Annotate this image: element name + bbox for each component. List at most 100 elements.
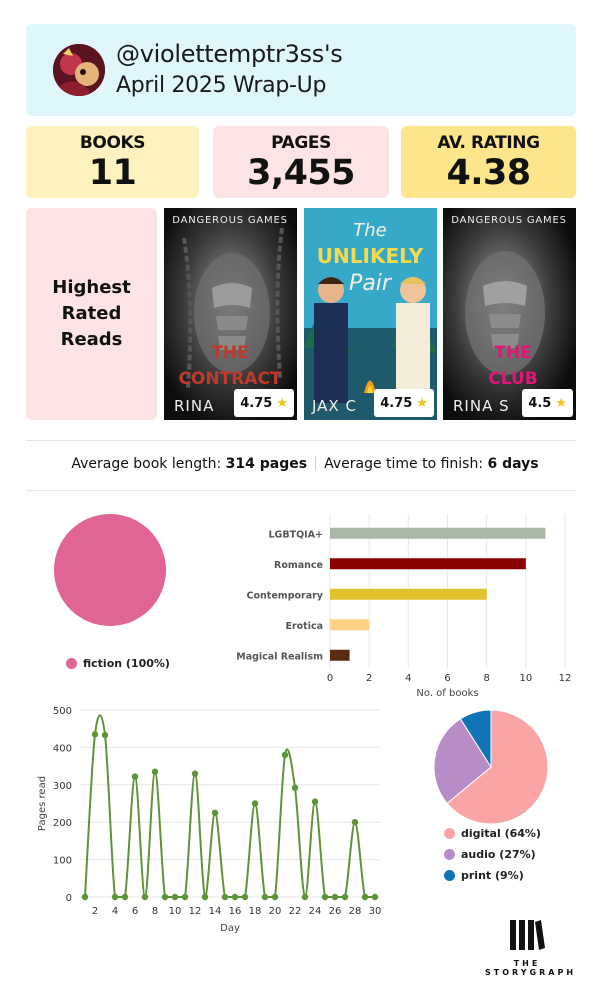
storygraph-logo-icon	[510, 920, 545, 950]
book-cover-3[interactable]: DANGEROUS GAMES THE CLUB RINA S 4.5 ★	[443, 208, 576, 420]
book-cover-2[interactable]: The UNLIKELY Pair JAX C 4.75 ★	[304, 208, 437, 420]
bar-lgbtqia-	[330, 527, 546, 539]
pages-line-point	[91, 731, 99, 738]
cover3-title-line2: CLUB	[488, 369, 537, 389]
stat-pages-value: 3,455	[247, 153, 355, 193]
cover3-series: DANGEROUS GAMES	[451, 215, 566, 226]
star-icon: ★	[416, 395, 428, 411]
pages-line-point	[81, 893, 89, 901]
star-icon: ★	[555, 395, 567, 411]
legend-audio: audio (27%)	[444, 848, 536, 861]
pages-line-point	[141, 893, 149, 901]
legend-dot-audio	[444, 849, 455, 860]
pages-line-point	[271, 893, 279, 901]
bar-category-label: Erotica	[285, 621, 323, 632]
pages-line-point	[111, 893, 119, 901]
averages-separator	[315, 456, 317, 470]
pages-line-point	[261, 893, 269, 901]
bar-romance	[330, 558, 526, 570]
genre-bar-chart: 0 2 4 6 8 10 12 LGBTQIA+ Romance Contemporary Erot…	[236, 514, 571, 699]
pages-line-point	[211, 809, 219, 817]
cover2-author: JAX C	[311, 397, 357, 415]
legend-fiction: fiction (100%)	[66, 657, 170, 670]
pages-line-point	[331, 893, 339, 901]
avg-time-value: 6 days	[487, 456, 539, 472]
cover1-rating: 4.75	[240, 395, 273, 411]
line-x-tick: 18	[249, 906, 262, 917]
line-x-tick: 8	[152, 906, 158, 917]
bar-category-label: Contemporary	[247, 590, 324, 601]
line-y-tick: 300	[53, 781, 72, 792]
pages-line-point	[231, 893, 239, 901]
cover1-series: DANGEROUS GAMES	[172, 215, 287, 226]
pages-line-point	[171, 893, 179, 901]
username-title: @violettemptr3ss's	[116, 40, 343, 68]
line-y-tick: 0	[66, 893, 72, 904]
stat-avg-rating: AV. RATING 4.38	[401, 126, 576, 198]
cover1-rating-badge: 4.75 ★	[234, 389, 294, 417]
cover2-rating-badge: 4.75 ★	[374, 389, 434, 417]
stat-pages-label: PAGES	[271, 133, 331, 153]
cover1-title-line1: THE	[211, 343, 248, 363]
pages-line-point	[181, 893, 189, 901]
wrapup-header: @violettemptr3ss's April 2025 Wrap-Up	[26, 24, 576, 116]
book-cover-1[interactable]: DANGEROUS GAMES THE CONTRACT RINA 4.75 ★	[164, 208, 297, 420]
line-x-tick: 22	[289, 906, 302, 917]
pie-slice-print	[459, 709, 492, 769]
avg-length-value: 314 pages	[225, 456, 308, 472]
stat-rating-label: AV. RATING	[437, 133, 540, 153]
line-x-tick: 14	[209, 906, 222, 917]
pages-line-point	[191, 770, 199, 777]
pie-slice-fiction	[54, 514, 166, 626]
storygraph-logo[interactable]: THE STORYGRAPH	[485, 918, 573, 977]
line-x-tick: 30	[369, 906, 382, 917]
pages-line-point	[341, 893, 349, 901]
bar-contemporary	[330, 588, 487, 600]
wrapup-subtitle: April 2025 Wrap-Up	[116, 73, 327, 98]
pages-line-point	[311, 798, 319, 805]
cover2-rating: 4.75	[380, 395, 413, 411]
bar-x-tick: 2	[366, 673, 372, 684]
line-x-tick: 26	[329, 906, 342, 917]
highest-rated-heading: Highest Rated Reads	[52, 277, 131, 350]
pages-line-point	[291, 784, 299, 791]
line-x-tick: 16	[229, 906, 242, 917]
line-x-tick: 2	[92, 906, 98, 917]
stat-pages: PAGES 3,455	[213, 126, 389, 198]
pages-line-point	[301, 893, 309, 901]
pages-line-point	[121, 893, 129, 901]
format-pie-chart	[433, 709, 549, 825]
pages-line-point	[101, 731, 109, 739]
avg-time-label: Average time to finish:	[324, 456, 484, 472]
line-y-tick: 100	[53, 856, 72, 867]
legend-fiction-label: fiction (100%)	[83, 657, 170, 670]
divider-bottom	[26, 490, 576, 491]
cover2-title-line1: The	[353, 220, 386, 241]
legend-digital: digital (64%)	[444, 827, 541, 840]
avg-length-label: Average book length:	[71, 456, 222, 472]
cover3-author: RINA S	[453, 397, 510, 415]
cover3-title-line1: THE	[494, 343, 531, 363]
line-x-axis-label: Day	[220, 923, 240, 934]
user-avatar[interactable]	[53, 44, 105, 96]
averages-line: Average book length: 314 pages Average ti…	[0, 456, 610, 472]
line-x-tick: 10	[169, 906, 182, 917]
bar-x-tick: 6	[444, 673, 450, 684]
bar-magical-realism	[330, 649, 350, 661]
legend-audio-label: audio (27%)	[461, 848, 536, 861]
pages-line-series	[84, 714, 375, 899]
pages-line-point	[161, 893, 169, 901]
pages-line-point	[151, 768, 159, 775]
logo-text-the: THE	[513, 959, 541, 968]
bar-category-label: LGBTQIA+	[269, 529, 324, 540]
cover1-title-line2: CONTRACT	[178, 369, 281, 389]
star-icon: ★	[276, 395, 288, 411]
pages-line-point	[241, 893, 249, 901]
pie-slice-digital	[446, 709, 549, 825]
line-y-tick: 500	[53, 706, 72, 717]
line-x-tick: 24	[309, 906, 322, 917]
line-y-tick: 400	[53, 743, 72, 754]
line-x-tick: 28	[349, 906, 362, 917]
line-y-axis-label: Pages read	[37, 776, 48, 831]
